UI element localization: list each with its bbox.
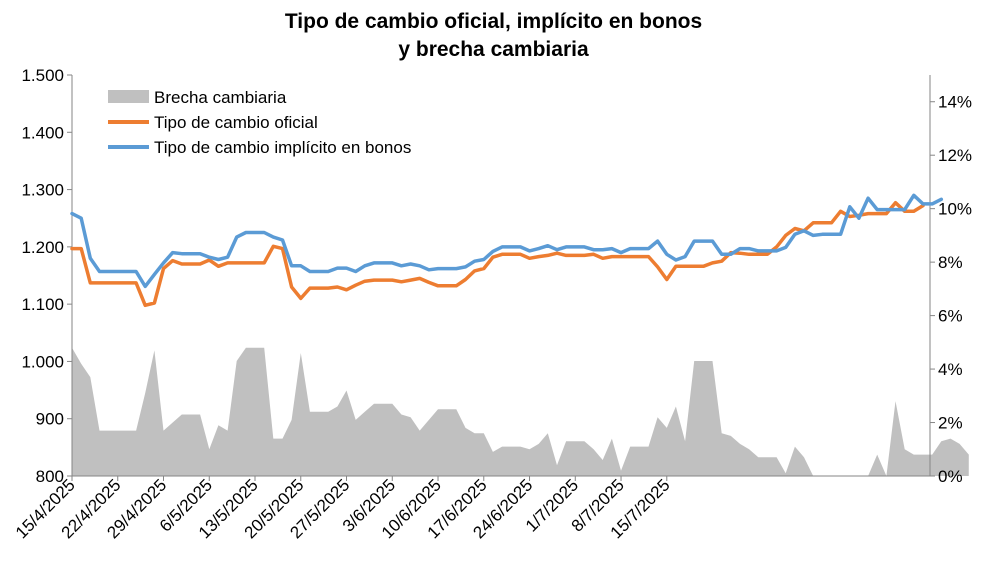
left-axis-tick-label: 1.300 [21, 181, 64, 200]
legend-swatch-gap [108, 90, 149, 103]
legend-label-gap: Brecha cambiaria [154, 88, 287, 107]
left-axis-tick-label: 800 [36, 467, 64, 486]
left-axis-tick-label: 1.500 [21, 66, 64, 85]
lines-group [70, 193, 944, 308]
left-axis-tick-label: 1.100 [21, 295, 64, 314]
gap-area-group [72, 347, 969, 476]
left-axis-tick-label: 1.000 [21, 352, 64, 371]
right-axis-tick-label: 0% [938, 467, 963, 486]
chart-title: Tipo de cambio oficial, implícito en bon… [0, 8, 987, 64]
right-axis-tick-label: 8% [938, 253, 963, 272]
left-axis-tick-label: 900 [36, 410, 64, 429]
left-axis-tick-label: 1.200 [21, 238, 64, 257]
axes-group [67, 74, 935, 481]
right-axis-tick-label: 2% [938, 414, 963, 433]
legend-label-implicit: Tipo de cambio implícito en bonos [154, 138, 411, 157]
left-axis-tick-label: 1.400 [21, 123, 64, 142]
official-series-line [70, 200, 925, 308]
implicit-series-line [70, 193, 944, 289]
chart-title-line2: y brecha cambiaria [398, 38, 589, 61]
right-axis-tick-label: 14% [938, 93, 972, 112]
right-axis-tick-label: 4% [938, 360, 963, 379]
legend-label-official: Tipo de cambio oficial [154, 113, 318, 132]
right-axis-tick-label: 10% [938, 200, 972, 219]
gap-area [72, 347, 969, 476]
right-axis-tick-label: 6% [938, 307, 963, 326]
legend: Brecha cambiaria Tipo de cambio oficial … [108, 88, 411, 157]
right-axis-tick-label: 12% [938, 146, 972, 165]
chart-title-line1: Tipo de cambio oficial, implícito en bon… [284, 10, 703, 33]
